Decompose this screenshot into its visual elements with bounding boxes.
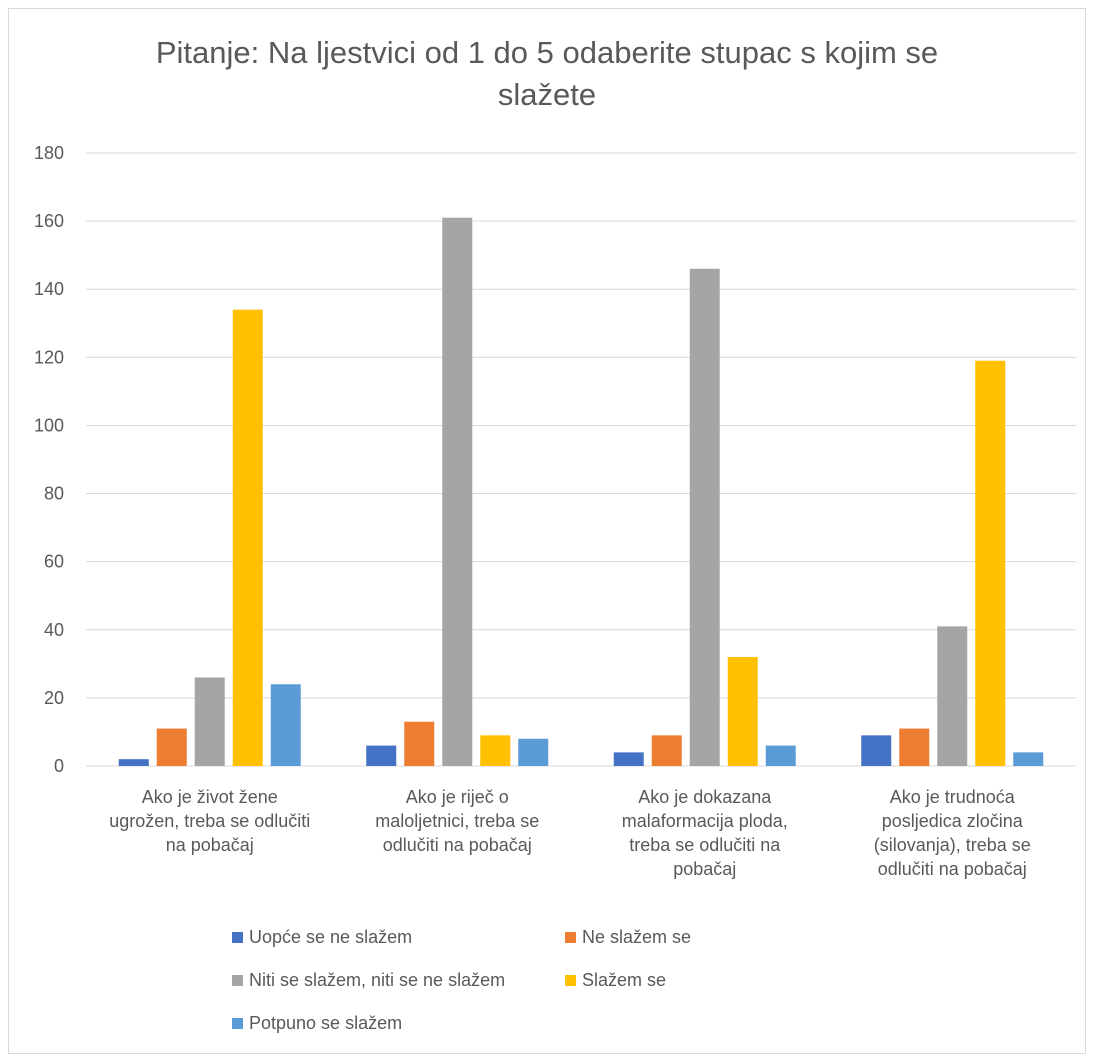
- chart-title: Pitanje: Na ljestvici od 1 do 5 odaberit…: [0, 32, 1094, 116]
- x-category-label-line: ugrožen, treba se odlučiti: [109, 811, 310, 831]
- bar: [613, 752, 644, 766]
- bar: [689, 268, 720, 766]
- y-tick-label: 60: [44, 552, 64, 572]
- bar: [442, 217, 473, 766]
- bar: [194, 677, 225, 766]
- bar: [518, 738, 549, 766]
- y-tick-label: 180: [34, 143, 64, 163]
- x-category-label-line: maloljetnici, treba se: [375, 811, 539, 831]
- x-category-label-line: pobačaj: [673, 859, 736, 879]
- bar: [480, 735, 511, 766]
- bar: [270, 684, 301, 766]
- x-category-label-line: Ako je riječ o: [406, 787, 509, 807]
- x-category-label-line: posljedica zločina: [882, 811, 1024, 831]
- x-category-label-line: na pobačaj: [166, 835, 254, 855]
- bar: [366, 745, 397, 766]
- x-category-label: Ako je život žene ugrožen, treba se odluč…: [109, 787, 310, 855]
- bar: [118, 759, 149, 766]
- y-tick-label: 120: [34, 347, 64, 367]
- bar: [651, 735, 682, 766]
- x-category-label-line: malaformacija ploda,: [622, 811, 788, 831]
- x-category-label: Ako je trudnoća posljedica zločina (silova…: [874, 787, 1031, 879]
- y-tick-label: 160: [34, 211, 64, 231]
- x-category-label-line: treba se odlučiti na: [629, 835, 781, 855]
- bar: [232, 309, 263, 766]
- x-category-label-line: Ako je život žene: [142, 787, 278, 807]
- x-category-label-line: odlučiti na pobačaj: [383, 835, 532, 855]
- chart-frame: [8, 8, 1086, 1054]
- x-category-label-line: odlučiti na pobačaj: [878, 859, 1027, 879]
- bar: [937, 626, 968, 766]
- bar: [404, 721, 435, 766]
- chart-title-line-2: slažete: [497, 77, 597, 112]
- y-tick-label: 100: [34, 415, 64, 435]
- bar: [899, 728, 930, 766]
- y-tick-label: 0: [54, 756, 64, 776]
- bar: [1013, 752, 1044, 766]
- x-category-label: Ako je riječ o maloljetnici, treba se odlu…: [375, 787, 539, 855]
- y-tick-label: 140: [34, 279, 64, 299]
- bar: [156, 728, 187, 766]
- x-category-label: Ako je dokazana malaformacija ploda, treba…: [622, 787, 788, 879]
- x-category-label-line: Ako je dokazana: [638, 787, 772, 807]
- bar: [861, 735, 892, 766]
- y-tick-label: 40: [44, 620, 64, 640]
- y-tick-label: 20: [44, 688, 64, 708]
- y-tick-label: 80: [44, 484, 64, 504]
- x-category-label-line: Ako je trudnoća: [890, 787, 1016, 807]
- bar: [727, 657, 758, 766]
- chart-title-line-1: Pitanje: Na ljestvici od 1 do 5 odaberit…: [155, 35, 939, 70]
- bar: [765, 745, 796, 766]
- x-category-label-line: (silovanja), treba se: [874, 835, 1031, 855]
- bar: [975, 360, 1006, 766]
